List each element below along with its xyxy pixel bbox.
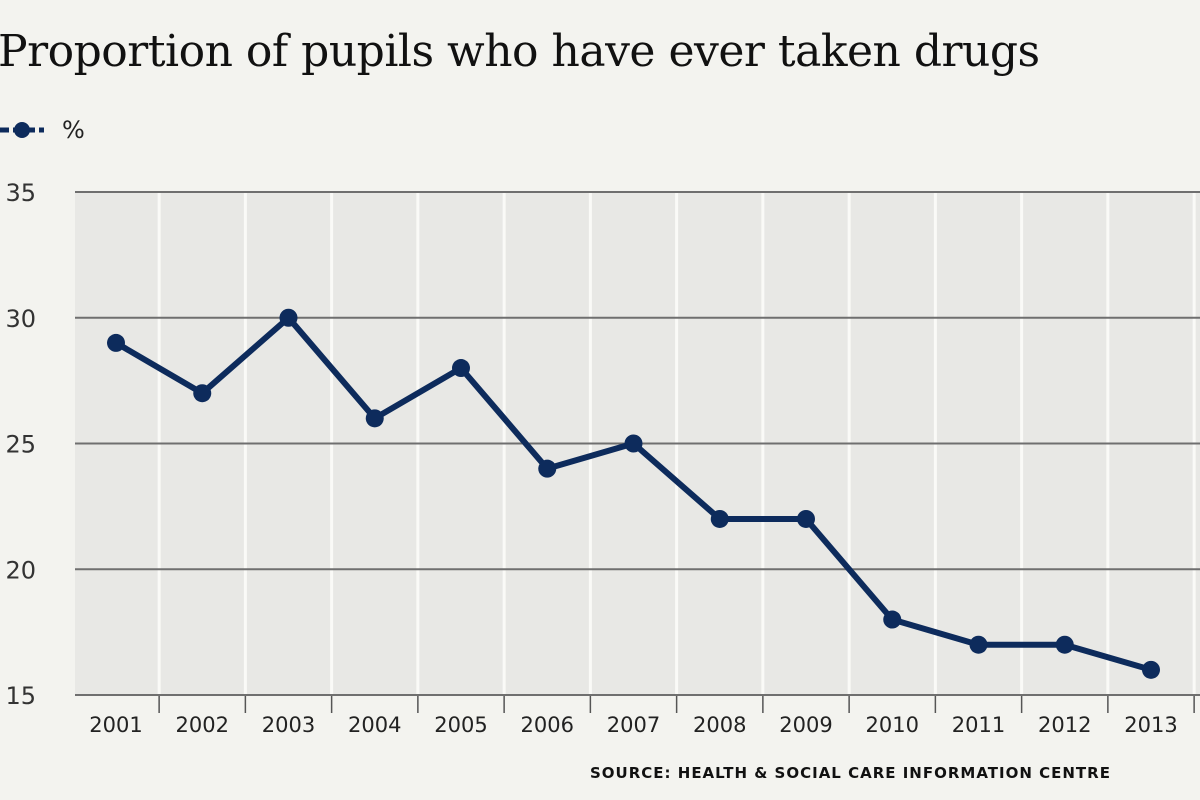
data-point <box>710 509 729 528</box>
x-tick-label: 2001 <box>89 713 142 737</box>
legend-series-label: % <box>62 116 85 144</box>
data-point <box>1055 635 1074 654</box>
y-tick-label: 35 <box>5 179 36 207</box>
source-note: SOURCE: HEALTH & SOCIAL CARE INFORMATION… <box>590 764 1111 782</box>
x-tick-label: 2012 <box>1038 713 1091 737</box>
x-tick-label: 2006 <box>521 713 574 737</box>
data-point <box>193 384 212 403</box>
data-point <box>624 434 643 453</box>
data-point <box>279 308 298 327</box>
x-tick-label: 2011 <box>952 713 1005 737</box>
data-point <box>797 509 815 528</box>
x-tick-label: 2002 <box>176 713 229 737</box>
x-tick-label: 2010 <box>866 713 919 737</box>
x-tick-label: 2009 <box>779 713 832 737</box>
chart-legend: % <box>0 112 85 148</box>
data-point <box>969 635 988 654</box>
data-point <box>107 333 125 352</box>
data-point <box>452 359 470 378</box>
x-tick-label: 2004 <box>348 713 401 737</box>
data-point <box>1142 660 1160 679</box>
data-point <box>365 409 384 428</box>
data-point <box>883 610 902 629</box>
x-tick-label: 2005 <box>434 713 487 737</box>
chart-title: Proportion of pupils who have ever taken… <box>0 26 1040 77</box>
x-tick-label: 2007 <box>607 713 660 737</box>
x-tick-label: 2013 <box>1124 713 1177 737</box>
x-tick-label: 2003 <box>262 713 315 737</box>
x-tick-label: 2008 <box>693 713 746 737</box>
y-tick-label: 15 <box>5 682 36 710</box>
data-point <box>538 459 557 478</box>
legend-line-marker-icon <box>0 122 44 138</box>
y-tick-label: 25 <box>5 431 36 459</box>
y-tick-label: 20 <box>5 556 36 584</box>
y-tick-label: 30 <box>5 305 36 333</box>
